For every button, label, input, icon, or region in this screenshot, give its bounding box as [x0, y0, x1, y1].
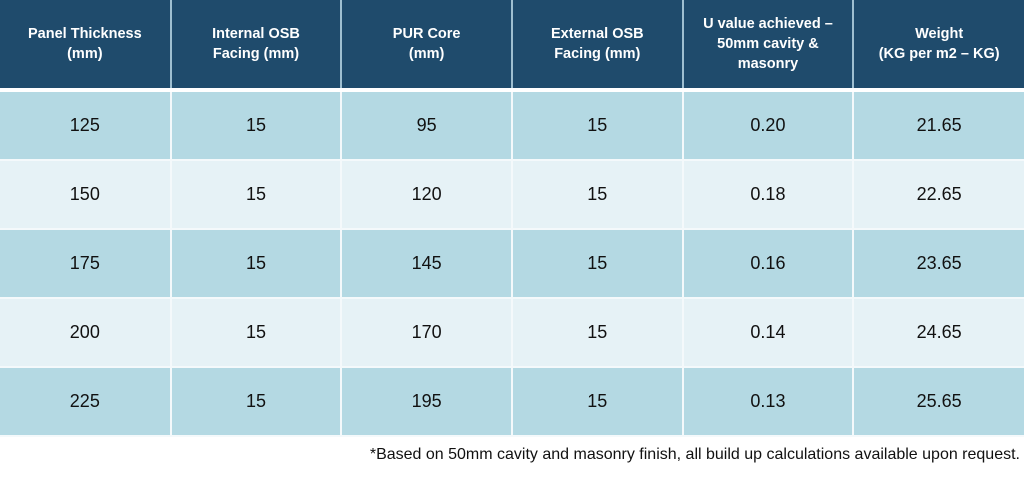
table-cell: 120	[341, 160, 513, 230]
table-cell: 0.14	[682, 298, 855, 368]
column-header: Internal OSB Facing (mm)	[170, 0, 343, 92]
table-cell: 195	[341, 367, 513, 437]
table-cell: 125	[0, 90, 172, 161]
column-header-line: 50mm cavity &	[717, 36, 819, 52]
column-header-line: U value achieved –	[703, 16, 833, 32]
column-header-line: masonry	[737, 56, 799, 72]
table-cell: 15	[511, 229, 684, 299]
table-cell: 25.65	[853, 367, 1024, 437]
table-cell: 24.65	[853, 298, 1024, 368]
panel-spec-table: Panel Thickness (mm) Internal OSB Facing (m…	[0, 0, 1024, 437]
table-cell: 15	[170, 367, 343, 437]
table-cell: 225	[0, 367, 172, 437]
table-cell: 150	[0, 160, 172, 230]
table-cell: 0.16	[682, 229, 855, 299]
table-cell: 145	[341, 229, 513, 299]
table-cell: 15	[170, 229, 343, 299]
column-header-line: (KG per m2 – KG)	[878, 46, 1000, 62]
table-cell: 15	[170, 90, 343, 161]
column-header: Panel Thickness (mm)	[0, 0, 172, 92]
table-cell: 200	[0, 298, 172, 368]
column-header: External OSB Facing (mm)	[511, 0, 684, 92]
table-row: 225 15 195 15 0.13 25.65	[0, 367, 1024, 437]
table-row: 200 15 170 15 0.14 24.65	[0, 298, 1024, 368]
table-row: 125 15 95 15 0.20 21.65	[0, 90, 1024, 161]
table-cell: 170	[341, 298, 513, 368]
column-header-line: (mm)	[67, 46, 103, 62]
column-header: PUR Core (mm)	[341, 0, 513, 92]
header-row: Panel Thickness (mm) Internal OSB Facing (m…	[0, 0, 1024, 92]
column-header-line: (mm)	[408, 46, 445, 62]
table-cell: 15	[511, 367, 684, 437]
table-cell: 15	[170, 160, 343, 230]
table-cell: 15	[511, 298, 684, 368]
table-cell: 21.65	[853, 90, 1024, 161]
table-cell: 22.65	[853, 160, 1024, 230]
column-header-line: Facing (mm)	[212, 46, 300, 62]
table-cell: 175	[0, 229, 172, 299]
table-cell: 0.13	[682, 367, 855, 437]
column-header-line: External OSB	[550, 26, 644, 42]
table-cell: 95	[341, 90, 513, 161]
table-cell: 15	[511, 90, 684, 161]
table-cell: 15	[511, 160, 684, 230]
table-row: 175 15 145 15 0.16 23.65	[0, 229, 1024, 299]
column-header-line: Facing (mm)	[554, 46, 641, 62]
column-header: U value achieved – 50mm cavity & masonry	[682, 0, 855, 92]
table-cell: 0.20	[682, 90, 855, 161]
column-header-line: PUR Core	[392, 26, 461, 42]
column-header-line: Panel Thickness	[28, 26, 142, 42]
footnote: *Based on 50mm cavity and masonry finish…	[369, 446, 1020, 463]
table-row: 150 15 120 15 0.18 22.65	[0, 160, 1024, 230]
table-cell: 15	[170, 298, 343, 368]
column-header-line: Internal OSB	[212, 26, 300, 42]
column-header: Weight (KG per m2 – KG)	[853, 0, 1024, 92]
table-cell: 23.65	[853, 229, 1024, 299]
column-header-line: Weight	[915, 26, 964, 42]
table-cell: 0.18	[682, 160, 855, 230]
